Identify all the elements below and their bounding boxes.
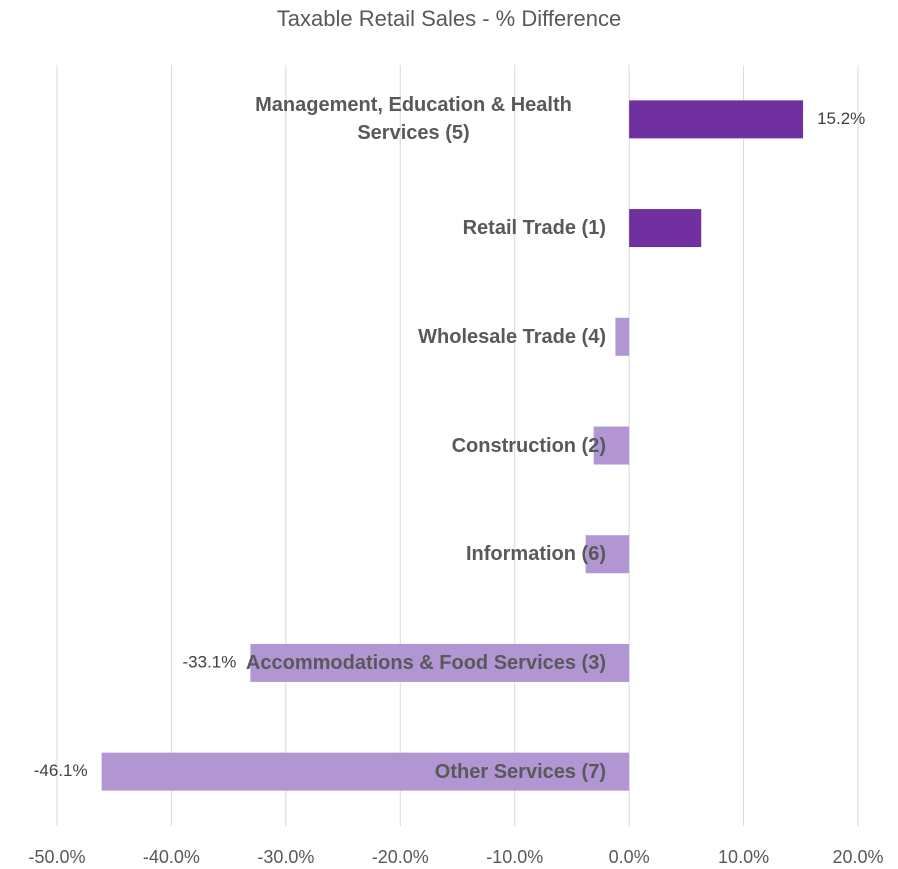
category-label: Retail Trade (1) [462,217,606,240]
category-label: Accommodations & Food Services (3) [245,651,606,674]
category-label: Information (6) [466,543,606,566]
bar [615,317,630,356]
x-tick-label: -50.0% [28,847,85,867]
value-label: -46.1% [34,761,88,780]
x-tick-label: 20.0% [832,847,883,867]
x-tick-label: -20.0% [372,847,429,867]
x-tick-label: -30.0% [257,847,314,867]
category-label: Construction (2) [451,434,606,457]
bar [250,643,630,682]
bar [629,100,804,139]
x-tick-label: -10.0% [486,847,543,867]
value-label: -33.1% [183,652,237,671]
bar [629,209,702,248]
category-label: Wholesale Trade (4) [418,325,606,348]
x-tick-label: 0.0% [609,847,650,867]
bar [593,426,630,465]
bar [585,535,630,574]
chart-title: Taxable Retail Sales - % Difference [277,6,621,31]
bar [101,752,630,791]
value-label: 15.2% [817,109,865,128]
x-tick-label: 10.0% [718,847,769,867]
category-label: Management, Education & Health Services … [255,94,572,145]
category-label: Other Services (7) [434,760,606,783]
x-tick-label: -40.0% [143,847,200,867]
